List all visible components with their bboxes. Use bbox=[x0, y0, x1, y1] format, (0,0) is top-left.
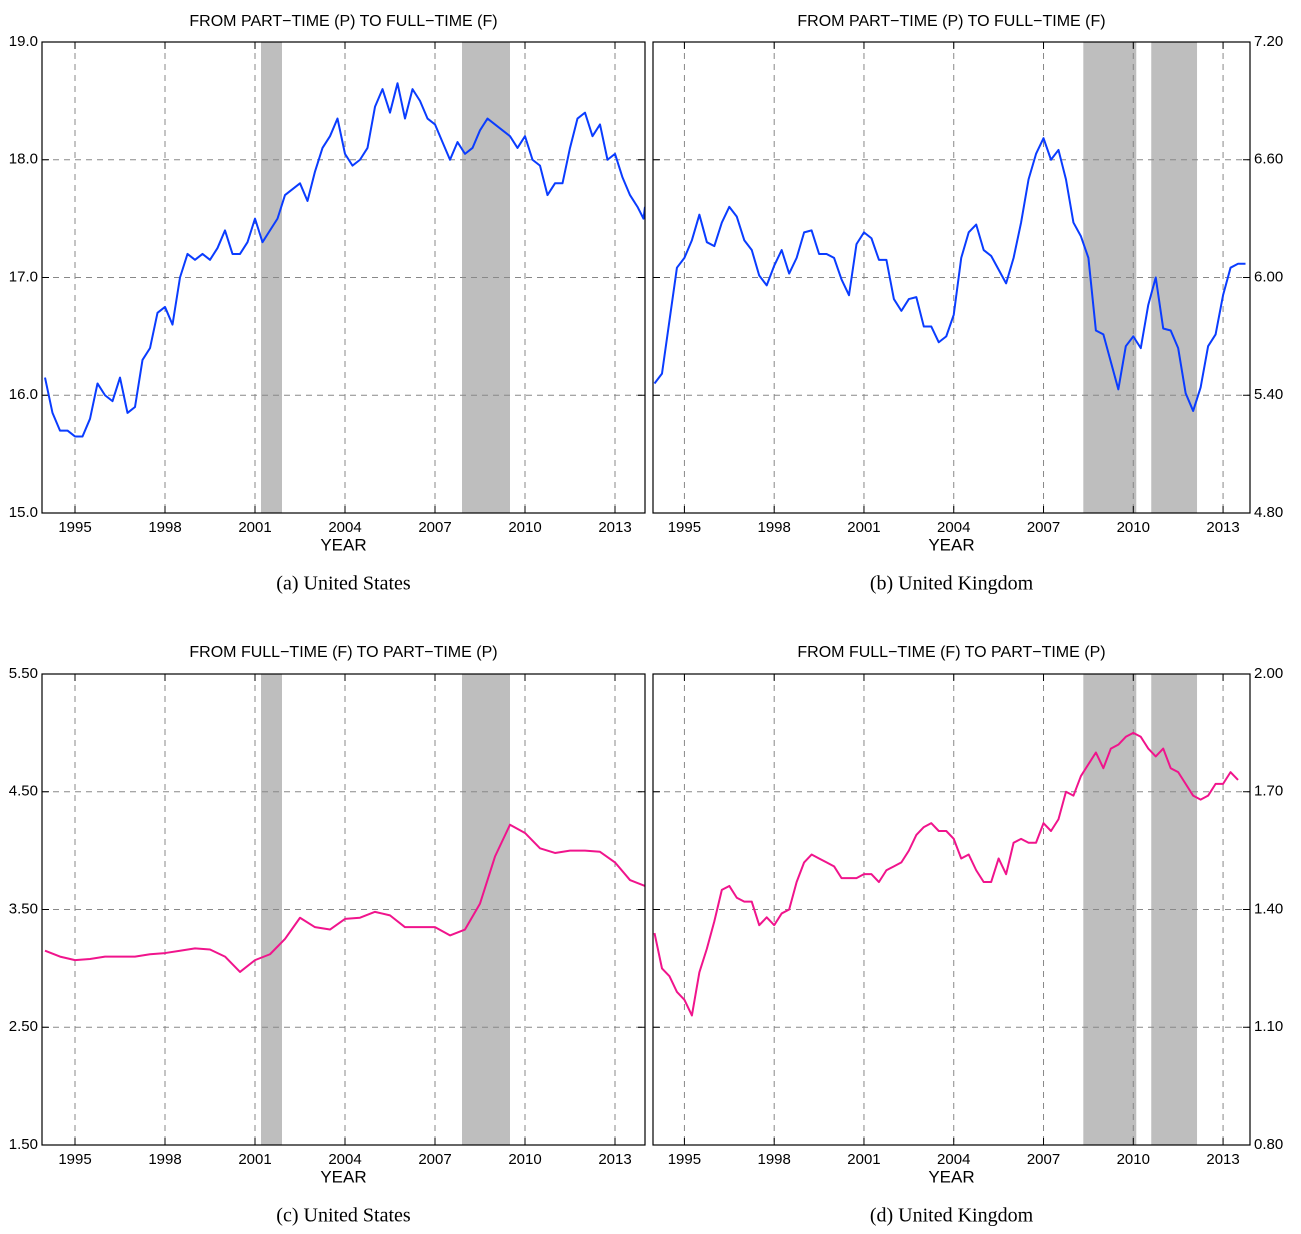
y-tick-label: 1.10 bbox=[1254, 1018, 1283, 1035]
y-tick-label: 15.0 bbox=[9, 504, 38, 521]
y-tick-label: 0.80 bbox=[1254, 1136, 1283, 1153]
chart-title: FROM FULL−TIME (F) TO PART−TIME (P) bbox=[189, 644, 497, 661]
x-axis-label: YEAR bbox=[320, 1167, 366, 1186]
x-tick-label: 2007 bbox=[1027, 519, 1060, 536]
data-line bbox=[44, 82, 645, 438]
y-tick-label: 6.60 bbox=[1254, 151, 1283, 168]
x-tick-label: 1998 bbox=[758, 1151, 791, 1168]
y-tick-label: 6.00 bbox=[1254, 268, 1283, 285]
x-tick-label: 1998 bbox=[148, 519, 181, 536]
x-tick-label: 2001 bbox=[238, 1151, 271, 1168]
y-tick-label: 18.0 bbox=[9, 151, 38, 168]
y-tick-label: 5.40 bbox=[1254, 386, 1283, 403]
y-tick-label: 1.50 bbox=[9, 1136, 38, 1153]
x-tick-label: 2010 bbox=[1117, 519, 1150, 536]
x-axis-label: YEAR bbox=[928, 535, 974, 554]
x-tick-label: 2013 bbox=[598, 1151, 631, 1168]
chart-title: FROM PART−TIME (P) TO FULL−TIME (F) bbox=[797, 13, 1105, 30]
x-tick-label: 2007 bbox=[1027, 1151, 1060, 1168]
plot-frame bbox=[41, 41, 646, 514]
x-tick-label: 2010 bbox=[508, 519, 541, 536]
x-tick-label: 2013 bbox=[598, 519, 631, 536]
chart-title: FROM PART−TIME (P) TO FULL−TIME (F) bbox=[189, 13, 497, 30]
x-tick-label: 2007 bbox=[418, 519, 451, 536]
x-tick-label: 2001 bbox=[847, 1151, 880, 1168]
x-tick-label: 2001 bbox=[238, 519, 271, 536]
y-tick-label: 2.50 bbox=[9, 1018, 38, 1035]
plot-frame bbox=[41, 673, 646, 1146]
x-tick-label: 1998 bbox=[758, 519, 791, 536]
y-tick-label: 4.80 bbox=[1254, 504, 1283, 521]
data-line bbox=[653, 731, 1239, 1017]
x-tick-label: 1998 bbox=[148, 1151, 181, 1168]
x-tick-label: 2004 bbox=[328, 1151, 361, 1168]
x-tick-label: 1995 bbox=[58, 1151, 91, 1168]
y-tick-label: 7.20 bbox=[1254, 33, 1283, 50]
x-tick-label: 2004 bbox=[328, 519, 361, 536]
panel-caption: (a) United States bbox=[276, 573, 411, 595]
x-tick-label: 2010 bbox=[508, 1151, 541, 1168]
y-tick-label: 16.0 bbox=[9, 386, 38, 403]
y-tick-label: 1.40 bbox=[1254, 900, 1283, 917]
panel-caption: (b) United Kingdom bbox=[870, 573, 1034, 595]
x-axis-label: YEAR bbox=[320, 535, 366, 554]
panel-caption: (d) United Kingdom bbox=[870, 1205, 1034, 1227]
x-tick-label: 2013 bbox=[1206, 519, 1239, 536]
x-tick-label: 2013 bbox=[1206, 1151, 1239, 1168]
y-tick-label: 5.50 bbox=[9, 665, 38, 682]
x-tick-label: 1995 bbox=[668, 519, 701, 536]
y-tick-label: 17.0 bbox=[9, 268, 38, 285]
y-tick-label: 2.00 bbox=[1254, 665, 1283, 682]
chart-title: FROM FULL−TIME (F) TO PART−TIME (P) bbox=[797, 644, 1105, 661]
x-tick-label: 2001 bbox=[847, 519, 880, 536]
panel-caption: (c) United States bbox=[276, 1205, 411, 1227]
data-line bbox=[44, 823, 645, 973]
x-tick-label: 2007 bbox=[418, 1151, 451, 1168]
x-tick-label: 1995 bbox=[668, 1151, 701, 1168]
x-tick-label: 2004 bbox=[937, 1151, 970, 1168]
y-tick-label: 3.50 bbox=[9, 900, 38, 917]
plot-frame bbox=[652, 673, 1251, 1146]
x-tick-label: 2004 bbox=[937, 519, 970, 536]
x-tick-label: 2010 bbox=[1117, 1151, 1150, 1168]
plot-frame bbox=[652, 41, 1251, 514]
x-axis-label: YEAR bbox=[928, 1167, 974, 1186]
y-tick-label: 4.50 bbox=[9, 783, 38, 800]
x-tick-label: 1995 bbox=[58, 519, 91, 536]
y-tick-label: 19.0 bbox=[9, 33, 38, 50]
y-tick-label: 1.70 bbox=[1254, 783, 1283, 800]
data-line bbox=[653, 137, 1246, 412]
